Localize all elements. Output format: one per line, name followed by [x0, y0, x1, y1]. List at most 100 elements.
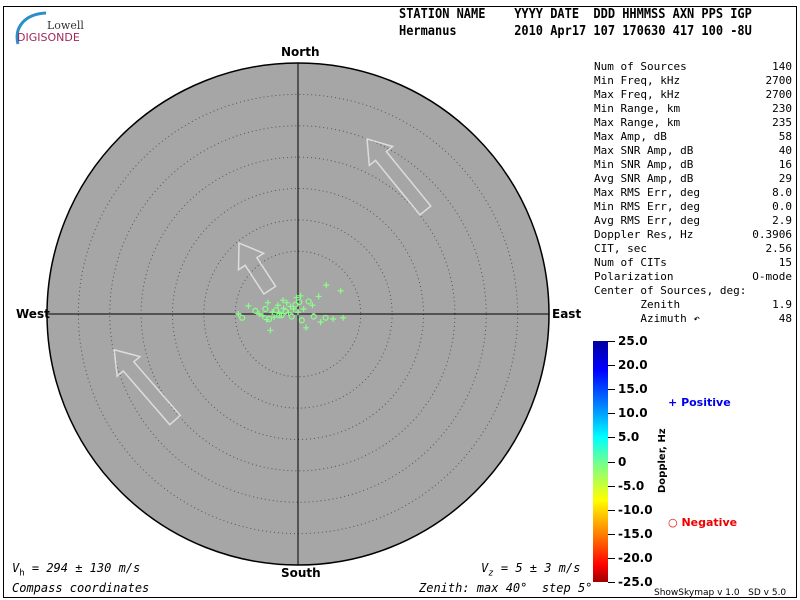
source-point-negative: [239, 314, 246, 321]
stat-value: 58: [778, 130, 792, 143]
colorbar-tick: [608, 485, 615, 487]
source-point-positive: [303, 324, 310, 331]
stat-label: Min Range, km: [594, 102, 681, 115]
source-point-negative: [276, 312, 283, 319]
stat-label: Azimuth ↶: [594, 312, 700, 325]
colorbar-tick-label: -15.0: [618, 526, 653, 541]
stat-label: Max Freq, kHz: [594, 88, 681, 101]
source-point-positive: [293, 294, 300, 301]
source-point-positive: [235, 311, 242, 317]
source-point-positive: [285, 309, 292, 316]
stat-value: 15: [778, 256, 792, 269]
source-point-positive: [264, 299, 271, 306]
stat-row: Doppler Res, Hz 0.3906: [594, 228, 792, 242]
source-point-positive: [283, 299, 290, 306]
source-point-negative: [298, 317, 305, 324]
source-point-positive: [256, 311, 263, 317]
stat-value: 2700: [765, 88, 793, 101]
stat-value: 230: [772, 102, 792, 115]
stat-row: Num of CITs 15: [594, 256, 792, 270]
vz-symbol: V: [481, 561, 489, 575]
circle-icon: ○: [668, 516, 678, 529]
stat-value: 0.3906: [752, 228, 792, 241]
source-point-positive: [330, 316, 337, 323]
south-label: South: [281, 566, 321, 580]
source-point-negative: [305, 298, 312, 305]
velocity-arrow: [237, 241, 277, 296]
colorbar-tick: [608, 389, 615, 391]
source-point-positive: [300, 305, 307, 312]
source-point-negative: [288, 313, 295, 320]
stat-row: Avg SNR Amp, dB 29: [594, 172, 792, 186]
colorbar: [593, 341, 608, 582]
stat-label: Min RMS Err, deg: [594, 200, 700, 213]
colorbar-tick-label: -25.0: [618, 575, 653, 589]
colorbar-tick-label: 0: [618, 454, 627, 469]
vh-value: = 294 ± 130 m/s: [24, 561, 141, 575]
vh-subscript: h: [19, 568, 25, 579]
version-label: ShowSkymap v 1.0 SD v 5.0: [654, 588, 787, 598]
source-point-positive: [279, 297, 286, 304]
east-label: East: [552, 307, 582, 321]
stat-label: Max Amp, dB: [594, 130, 667, 143]
zenith-note: Zenith: max 40° step 5°: [419, 581, 593, 595]
stat-row: Max Amp, dB 58: [594, 130, 792, 144]
plus-icon: +: [668, 396, 678, 409]
stat-row: Zenith 1.9: [594, 298, 792, 312]
stat-row: Avg RMS Err, deg 2.9: [594, 214, 792, 228]
vz-subscript: z: [488, 568, 494, 579]
stat-label: Min SNR Amp, dB: [594, 158, 694, 171]
colorbar-tick-label: 25.0: [618, 334, 648, 348]
source-point-positive: [271, 314, 278, 321]
stat-row: Azimuth ↶ 48: [594, 312, 792, 326]
source-point-positive: [297, 292, 304, 299]
plot-frame: [3, 6, 797, 598]
colorbar-tick: [608, 413, 615, 415]
stat-label: Center of Sources, deg:: [594, 284, 747, 297]
colorbar-tick: [608, 461, 615, 463]
coords-note: Compass coordinates: [12, 581, 150, 595]
vz-value: = 5 ± 3 m/s: [493, 561, 581, 575]
stat-label: Doppler Res, Hz: [594, 228, 694, 241]
logo-swoosh-icon: [15, 11, 47, 45]
stat-value: 140: [772, 60, 792, 73]
stat-row: Max RMS Err, deg 8.0: [594, 186, 792, 200]
stat-label: Num of Sources: [594, 60, 687, 73]
source-point-positive: [267, 327, 274, 334]
stat-value: 8.0: [772, 186, 792, 199]
colorbar-tick: [608, 341, 615, 342]
colorbar-tick-label: 15.0: [618, 382, 648, 397]
colorbar-label: Doppler, Hz: [657, 428, 668, 493]
stat-row: CIT, sec 2.56: [594, 242, 792, 256]
logo-lowell: Lowell: [47, 19, 84, 32]
stat-value: 16: [778, 158, 792, 171]
stat-value: 48: [778, 312, 792, 325]
source-point-negative: [296, 298, 303, 306]
stat-row: Min RMS Err, deg 0.0: [594, 200, 792, 214]
source-point-negative: [262, 305, 269, 313]
header-labels: STATION NAME YYYY DATE DDD HHMMSS AXN PP…: [399, 7, 752, 22]
source-point-positive: [340, 314, 347, 321]
stat-label: Max RMS Err, deg: [594, 186, 700, 199]
stat-label: Polarization: [594, 270, 674, 283]
colorbar-tick: [608, 365, 615, 367]
source-point-negative: [278, 312, 285, 319]
vh-symbol: V: [12, 561, 20, 575]
source-point-positive: [295, 309, 301, 316]
colorbar-tick-label: -10.0: [618, 502, 653, 517]
stat-label: Avg SNR Amp, dB: [594, 172, 694, 185]
stat-row: Max Freq, kHz 2700: [594, 88, 792, 102]
stat-label: Max SNR Amp, dB: [594, 144, 694, 157]
source-point-positive: [323, 282, 330, 289]
colorbar-tick-label: 5.0: [618, 430, 640, 445]
velocity-arrow: [113, 348, 182, 426]
colorbar-tick: [608, 582, 615, 583]
stat-row: Max SNR Amp, dB 40: [594, 144, 792, 158]
source-point-positive: [263, 316, 270, 323]
stat-label: Max Range, km: [594, 116, 681, 129]
colorbar-tick-label: -20.0: [618, 550, 653, 565]
stat-label: Min Freq, kHz: [594, 74, 681, 87]
stat-value: 235: [772, 116, 792, 129]
colorbar-tick-label: -5.0: [618, 478, 645, 493]
